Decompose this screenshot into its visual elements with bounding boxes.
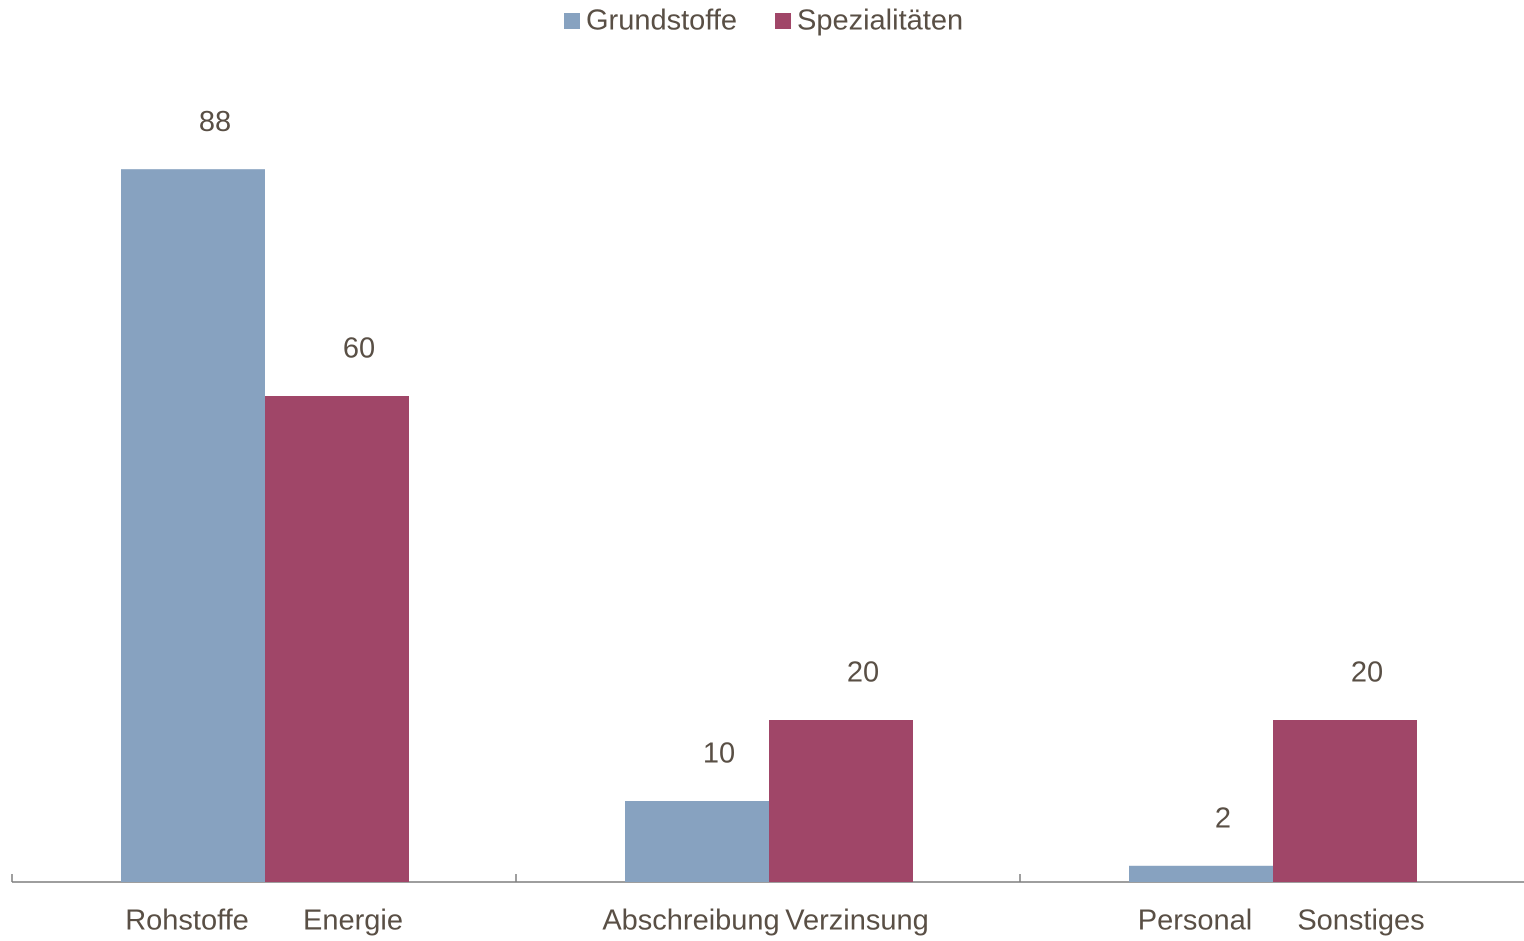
x-tick-label: Energie [303, 905, 403, 937]
bar [769, 720, 913, 882]
legend-label: Grundstoffe [586, 5, 737, 37]
x-tick-label: Verzinsung [785, 905, 929, 937]
data-label: 88 [199, 106, 231, 138]
data-label: 60 [343, 333, 375, 365]
data-label: 20 [847, 657, 879, 689]
bar [265, 396, 409, 882]
legend-swatch [775, 13, 792, 29]
bar [625, 801, 769, 882]
bar [121, 169, 265, 882]
bar [1129, 865, 1273, 882]
x-tick-label: Rohstoffe [125, 905, 249, 937]
data-label: 20 [1351, 657, 1383, 689]
x-tick-label: Abschreibung [602, 905, 779, 937]
data-label: 2 [1215, 802, 1231, 834]
legend-swatch [564, 13, 580, 29]
x-tick-label: Sonstiges [1297, 905, 1424, 937]
data-label: 10 [703, 738, 735, 770]
x-tick-label: Personal [1138, 905, 1252, 937]
bar [1273, 720, 1417, 882]
legend-label: Spezialitäten [797, 5, 963, 37]
